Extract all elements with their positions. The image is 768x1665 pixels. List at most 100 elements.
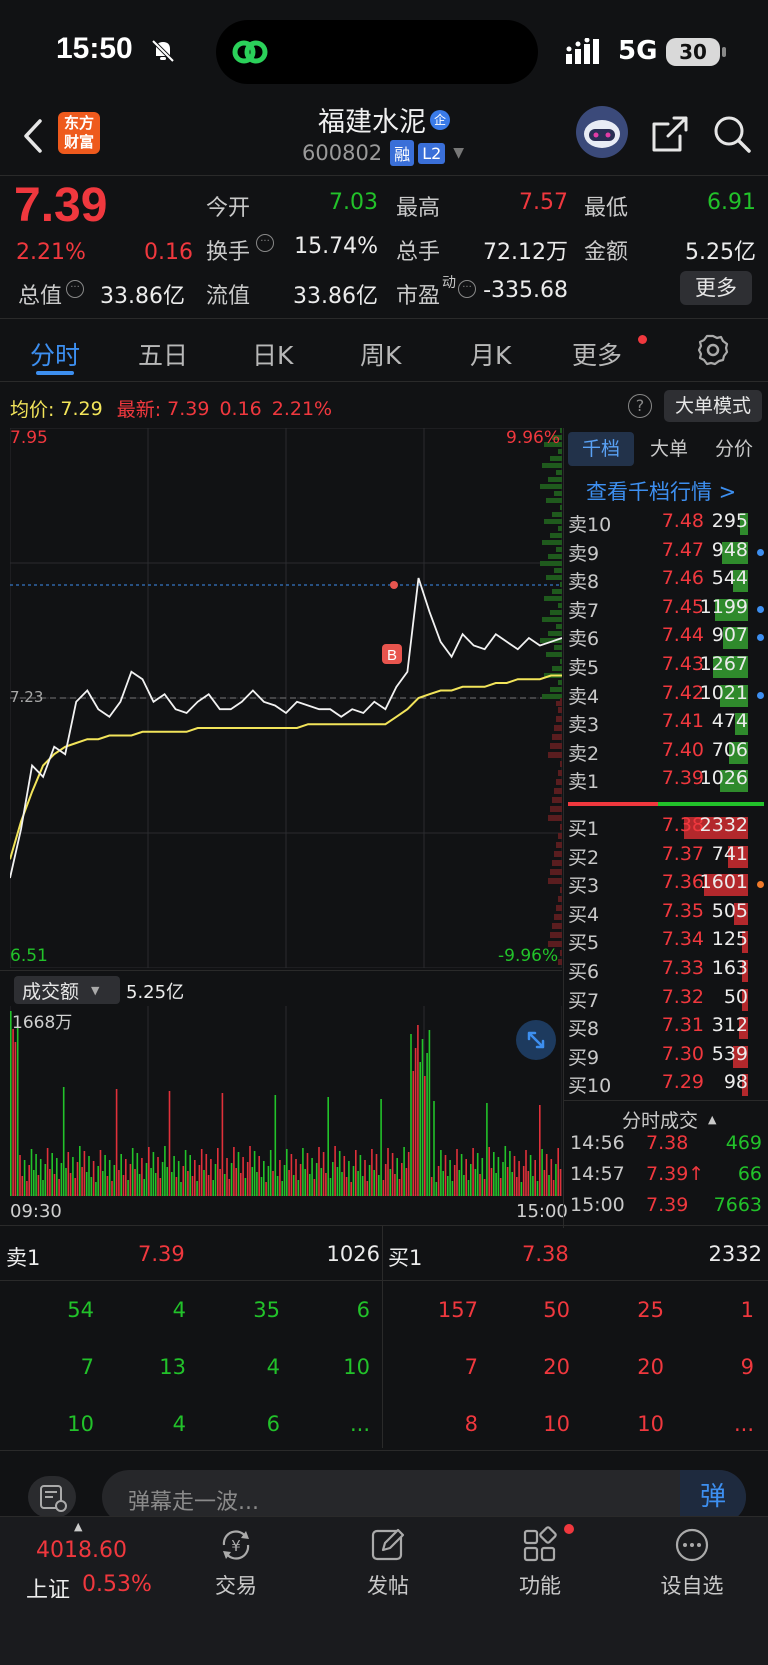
danmaku-button[interactable]: 弹 <box>680 1470 746 1524</box>
depth-bar <box>556 779 562 785</box>
depth-bar <box>540 638 562 643</box>
ticks-header[interactable]: 分时成交 ▲ <box>622 1106 716 1133</box>
depth-ratio-bar <box>568 802 764 806</box>
volume-bar <box>253 1151 256 1196</box>
divider <box>0 1225 768 1226</box>
stock-name[interactable]: 福建水泥 <box>318 107 426 138</box>
ask-row[interactable]: 卖1 7.39 1026 <box>566 767 766 795</box>
bid-row[interactable]: 买5 7.34 125 <box>566 928 766 956</box>
tab-weekly-k[interactable]: 周K <box>360 341 402 370</box>
large-order-mode-button[interactable]: 大单模式 <box>664 390 762 422</box>
ask-row[interactable]: 卖5 7.43 1267 <box>566 653 766 681</box>
queue-buy-price: 7.38 <box>522 1242 569 1266</box>
ask-row[interactable]: 卖9 7.47 948 <box>566 539 766 567</box>
bid-row[interactable]: 买6 7.33 163 <box>566 957 766 985</box>
thousand-depth-link[interactable]: 查看千档行情 > <box>586 480 737 504</box>
ask-row[interactable]: 卖7 7.45 1199 <box>566 596 766 624</box>
volume-bar <box>493 1152 495 1196</box>
bid-row[interactable]: 买4 7.35 505 <box>566 900 766 928</box>
bid-row[interactable]: 买8 7.31 312 <box>566 1014 766 1042</box>
robot-avatar-icon[interactable] <box>576 106 628 158</box>
chevron-down-icon[interactable]: ▼ <box>453 145 465 161</box>
volume-bar <box>350 1182 352 1196</box>
intraday-chart[interactable]: B 7.95 6.51 7.23 9.96% -9.96% <box>9 427 563 969</box>
ask-row[interactable]: 卖8 7.46 544 <box>566 567 766 595</box>
volume-bar <box>136 1153 139 1196</box>
back-button[interactable] <box>18 116 54 156</box>
bid-row[interactable]: 买9 7.30 539 <box>566 1043 766 1071</box>
expand-icon[interactable] <box>516 1020 556 1060</box>
ticks-title: 分时成交 <box>622 1110 699 1132</box>
orderbook-vol: 907 <box>711 624 748 647</box>
ask-row[interactable]: 卖2 7.40 706 <box>566 739 766 767</box>
stock-header: 东方 财富 福建水泥 企 600802 融 L2 ▼ <box>0 100 768 176</box>
depth-bar <box>556 716 562 722</box>
depth-bar <box>560 659 562 664</box>
volume-bar <box>543 1170 546 1196</box>
nav-add-watchlist[interactable]: 设自选 <box>642 1526 742 1606</box>
ask-row[interactable]: 卖4 7.42 1021 <box>566 682 766 710</box>
orderbook-tab-thousand[interactable]: 千档 <box>568 432 634 466</box>
comment-toggle-icon[interactable] <box>28 1476 76 1518</box>
info-icon[interactable]: ··· <box>256 234 274 252</box>
help-icon[interactable]: ? <box>628 394 652 418</box>
index-value[interactable]: 4018.60 <box>36 1538 127 1563</box>
search-icon[interactable] <box>712 114 752 158</box>
volume-bar <box>495 1173 497 1196</box>
volume-bar <box>194 1160 196 1196</box>
orderbook-vol: 312 <box>711 1014 748 1037</box>
volume-bar <box>373 1170 375 1196</box>
turnover-label: 换手 <box>206 240 251 265</box>
index-pct[interactable]: 0.53% <box>82 1572 152 1597</box>
bid-row[interactable]: 买7 7.32 50 <box>566 986 766 1014</box>
tab-monthly-k[interactable]: 月K <box>470 341 512 370</box>
ask-row[interactable]: 卖3 7.41 474 <box>566 710 766 738</box>
volume-selector[interactable]: 成交额 ▼ <box>14 976 120 1004</box>
bid-row[interactable]: 买1 7.38 2332 <box>566 814 766 842</box>
buy-marker[interactable]: B <box>382 644 402 664</box>
info-icon[interactable]: ··· <box>458 280 476 298</box>
orderbook-tab-price[interactable]: 分价 <box>714 438 753 460</box>
more-button[interactable]: 更多 <box>680 271 752 305</box>
nav-functions[interactable]: 功能 <box>490 1526 590 1606</box>
volume-bar <box>451 1181 454 1196</box>
functions-icon <box>523 1526 557 1562</box>
volume-max-label: 1668万 <box>12 1013 73 1033</box>
nav-post[interactable]: 发帖 <box>338 1526 438 1606</box>
volume-bar <box>550 1159 553 1196</box>
ask-row[interactable]: 卖6 7.44 907 <box>566 624 766 652</box>
nav-post-label: 发帖 <box>367 1574 409 1598</box>
tab-five-day[interactable]: 五日 <box>138 341 189 370</box>
share-icon[interactable] <box>650 114 690 158</box>
info-icon[interactable]: ··· <box>66 280 84 298</box>
orderbook-label: 卖5 <box>568 657 600 679</box>
volume-bar <box>37 1175 40 1196</box>
depth-bar <box>558 449 562 454</box>
queue-buy-cell: 1 <box>740 1298 754 1322</box>
volume-bar <box>378 1175 380 1196</box>
settings-icon[interactable] <box>696 333 730 371</box>
volume-bar <box>306 1153 309 1196</box>
bid-row[interactable]: 买10 7.29 98 <box>566 1071 766 1099</box>
depth-bar <box>540 484 562 489</box>
volume-bar <box>134 1169 136 1196</box>
orderbook-tab-large[interactable]: 大单 <box>649 438 688 460</box>
tab-intraday[interactable]: 分时 <box>30 341 81 370</box>
bid-row[interactable]: 买3 7.36 1601 <box>566 871 766 899</box>
volume-bar <box>405 1168 408 1196</box>
tab-daily-k[interactable]: 日K <box>252 341 294 370</box>
order-marker-dot <box>757 548 764 556</box>
nav-trade[interactable]: ¥ 交易 <box>186 1526 286 1606</box>
index-name[interactable]: 上证 <box>26 1578 71 1603</box>
broker-logo: 东方 财富 <box>58 112 100 154</box>
queue-buy-cell: 9 <box>740 1355 754 1379</box>
volume-bar <box>426 1053 428 1196</box>
volume-bar <box>230 1163 233 1196</box>
change-pct: 2.21% <box>16 240 86 265</box>
ask-row[interactable]: 卖10 7.48 295 <box>566 510 766 538</box>
tab-more[interactable]: 更多 <box>572 341 623 370</box>
signal-icon <box>566 37 606 68</box>
tick-time: 14:57 <box>570 1163 625 1185</box>
bid-row[interactable]: 买2 7.37 741 <box>566 843 766 871</box>
comment-input[interactable]: 弹幕走一波... 弹 <box>102 1470 746 1524</box>
